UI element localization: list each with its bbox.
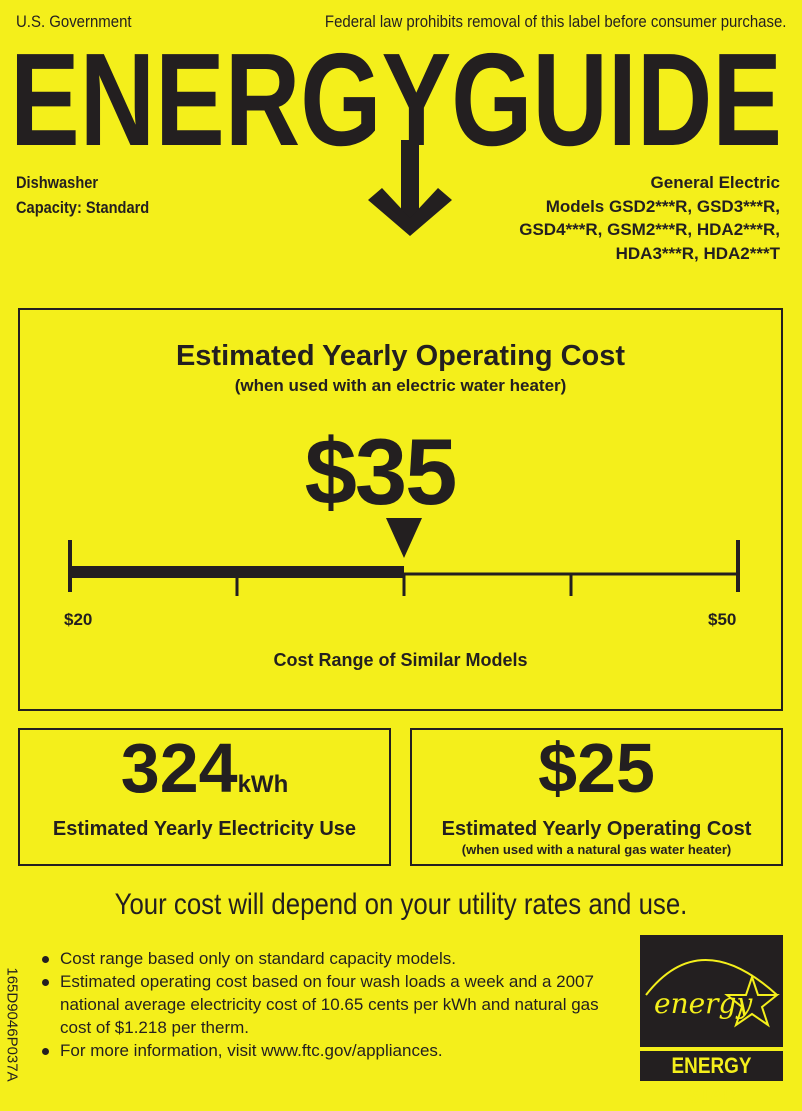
models-line: GSD4***R, GSM2***R, HDA2***R, (519, 220, 780, 239)
electricity-label: Estimated Yearly Electricity Use (52, 818, 357, 840)
cost-value: $35 (304, 419, 458, 524)
electricity-value: 324kWh (20, 728, 389, 808)
product-info: Dishwasher Capacity: Standard (16, 170, 171, 220)
down-arrow-icon (368, 140, 452, 236)
energy-star-logo: energy ENERGY STAR (640, 935, 783, 1108)
label-code: 165D9046P037A (3, 967, 21, 1082)
notes-list: Cost range based only on standard capaci… (40, 947, 600, 1062)
range-caption: Cost Range of Similar Models (273, 650, 528, 670)
manufacturer-name: General Electric (650, 173, 780, 192)
range-fill-bar (70, 566, 404, 578)
kwh-unit: kWh (237, 771, 289, 798)
title-text: ENERGYGUIDE (10, 40, 782, 173)
kwh-number: 324 (120, 729, 238, 807)
electric-cost-box: Estimated Yearly Operating Cost (when us… (18, 308, 783, 711)
note-item: Estimated operating cost based on four w… (40, 970, 600, 1039)
gas-cost-value: $25 (538, 729, 655, 807)
capacity: Capacity: Standard (16, 198, 150, 217)
cost-subtitle: (when used with an electric water heater… (234, 376, 567, 395)
range-min-label: $20 (64, 610, 93, 629)
gas-cost-label: Estimated Yearly Operating Cost (441, 818, 752, 840)
energy-star-text: ENERGY STAR (671, 1053, 752, 1108)
us-government-label: U.S. Government (16, 12, 132, 31)
energy-star-icon: energy (640, 935, 783, 1047)
cost-title: Estimated Yearly Operating Cost (175, 340, 626, 372)
energyguide-title: ENERGYGUIDE (10, 40, 782, 236)
note-item: For more information, visit www.ftc.gov/… (40, 1039, 600, 1062)
range-max-label: $50 (708, 610, 737, 629)
energy-star-label: ENERGY STAR (640, 1051, 783, 1108)
electricity-use-box: 324kWh Estimated Yearly Electricity Use (18, 728, 391, 866)
removal-warning: Federal law prohibits removal of this la… (324, 12, 786, 31)
cost-range-scale (68, 518, 740, 596)
gas-cost-box: $25 Estimated Yearly Operating Cost (whe… (410, 728, 783, 866)
models-line: HDA3***R, HDA2***T (615, 243, 780, 263)
note-item: Cost range based only on standard capaci… (40, 947, 600, 970)
manufacturer-info: General Electric Models GSD2***R, GSD3**… (519, 171, 780, 265)
models-line: Models GSD2***R, GSD3***R, (545, 196, 780, 216)
gas-cost-sublabel: (when used with a natural gas water heat… (461, 842, 732, 857)
cost-pointer-icon (386, 518, 422, 558)
product-type: Dishwasher (16, 173, 99, 192)
disclaimer: Your cost will depend on your utility ra… (114, 888, 688, 921)
